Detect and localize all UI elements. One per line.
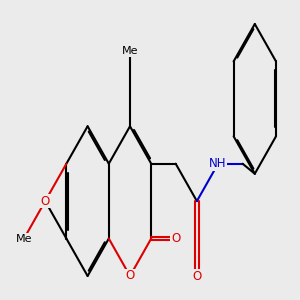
Text: O: O (125, 269, 135, 283)
Text: Me: Me (122, 46, 138, 56)
Text: O: O (40, 195, 50, 208)
Text: O: O (192, 269, 202, 283)
Text: O: O (171, 232, 180, 245)
Text: Cl: Cl (39, 195, 51, 208)
Text: Me: Me (16, 234, 32, 244)
Text: NH: NH (209, 157, 227, 170)
